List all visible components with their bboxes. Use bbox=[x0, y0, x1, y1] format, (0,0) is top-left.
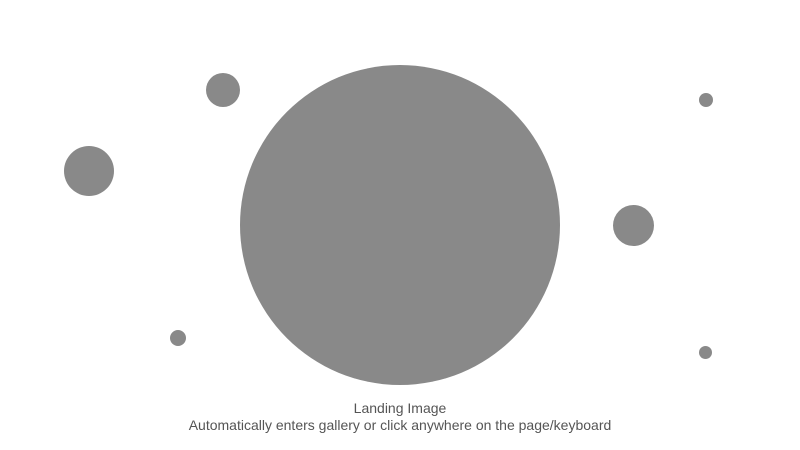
small-circle-graphic bbox=[613, 205, 654, 246]
small-circle-graphic bbox=[699, 346, 712, 359]
landing-title: Landing Image bbox=[353, 400, 447, 416]
landing-subtitle: Automatically enters gallery or click an… bbox=[188, 417, 612, 433]
small-circle-graphic bbox=[170, 330, 186, 346]
small-circle-graphic bbox=[64, 146, 114, 196]
large-circle-graphic bbox=[240, 65, 560, 385]
small-circle-graphic bbox=[206, 73, 240, 107]
landing-caption: Landing Image Automatically enters galle… bbox=[0, 400, 800, 434]
small-circle-graphic bbox=[699, 93, 713, 107]
